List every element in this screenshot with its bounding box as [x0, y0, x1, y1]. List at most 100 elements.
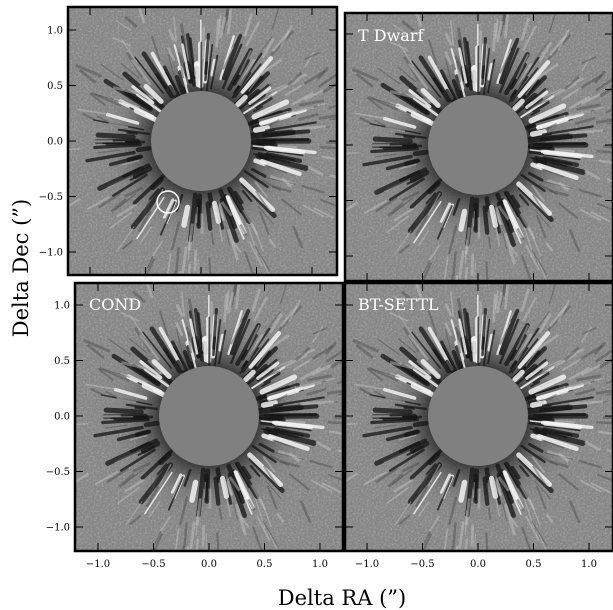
dark-speckle	[206, 43, 214, 92]
faint-streak	[189, 49, 194, 72]
faint-streak	[456, 60, 462, 83]
dark-speckle	[193, 308, 204, 362]
bright-speckle	[536, 112, 584, 129]
faint-streak	[326, 389, 343, 396]
faint-streak	[121, 159, 140, 166]
faint-streak	[472, 211, 476, 227]
faint-streak	[102, 368, 131, 378]
bright-speckle	[189, 479, 199, 503]
faint-streak	[576, 374, 602, 382]
faint-streak	[319, 145, 337, 150]
faint-streak	[94, 470, 119, 486]
faint-streak	[183, 522, 188, 548]
faint-streak	[523, 226, 535, 258]
bright-speckle	[528, 374, 567, 395]
faint-streak	[252, 223, 264, 252]
faint-streak	[548, 283, 557, 305]
faint-streak	[187, 235, 191, 260]
bright-speckle	[512, 369, 525, 383]
dark-speckle	[231, 72, 252, 99]
bright-speckle	[529, 129, 547, 137]
dark-speckle	[113, 415, 149, 421]
faint-streak	[531, 455, 546, 474]
faint-streak	[563, 110, 591, 118]
faint-streak	[175, 303, 184, 317]
faint-streak	[224, 489, 232, 517]
bright-speckle	[162, 198, 175, 219]
faint-streak	[422, 533, 432, 551]
faint-streak	[201, 26, 206, 60]
dark-speckle	[100, 394, 153, 406]
faint-streak	[145, 283, 154, 299]
faint-streak	[568, 95, 591, 110]
panel-frame	[343, 281, 613, 553]
bright-speckle	[253, 158, 267, 167]
faint-streak	[304, 51, 315, 68]
faint-streak	[137, 7, 146, 24]
faint-streak	[208, 257, 212, 275]
dark-speckle	[388, 177, 425, 201]
faint-streak	[167, 54, 175, 75]
dark-speckle	[508, 347, 529, 374]
dark-speckle	[103, 407, 144, 415]
faint-streak	[259, 254, 270, 275]
dark-speckle	[272, 396, 325, 407]
faint-streak	[548, 305, 568, 328]
faint-streak	[557, 299, 571, 323]
faint-streak	[535, 485, 547, 510]
faint-streak	[271, 7, 280, 30]
bright-speckle	[412, 368, 439, 388]
faint-streak	[248, 73, 262, 92]
faint-streak	[529, 227, 541, 256]
x-tick-label: −0.5	[410, 559, 434, 570]
faint-streak	[366, 367, 383, 382]
faint-streak	[493, 489, 501, 517]
dark-speckle	[399, 75, 442, 114]
dark-speckle	[183, 468, 192, 487]
faint-streak	[78, 68, 97, 85]
faint-streak	[262, 358, 280, 373]
faint-streak	[387, 472, 404, 488]
faint-streak	[262, 103, 280, 114]
faint-streak	[535, 62, 560, 80]
faint-streak	[394, 501, 412, 526]
faint-streak	[580, 92, 602, 105]
dark-speckle	[482, 476, 490, 506]
bright-speckle	[136, 196, 165, 240]
faint-streak	[116, 396, 137, 404]
dark-speckle	[483, 318, 491, 367]
faint-streak	[193, 249, 198, 272]
dark-speckle	[241, 465, 252, 480]
dark-speckle	[156, 463, 168, 476]
faint-streak	[516, 498, 525, 511]
faint-streak	[534, 209, 551, 229]
faint-streak	[97, 367, 114, 382]
faint-streak	[106, 467, 129, 484]
dark-speckle	[134, 406, 146, 410]
faint-streak	[593, 130, 608, 134]
faint-streak	[269, 174, 295, 186]
faint-streak	[186, 38, 192, 65]
bright-speckle	[517, 60, 551, 98]
faint-streak	[135, 92, 149, 101]
faint-streak	[306, 387, 327, 396]
faint-streak	[68, 197, 82, 208]
faint-streak	[345, 151, 358, 155]
dark-speckle	[409, 178, 442, 209]
faint-streak	[153, 530, 162, 545]
faint-streak	[501, 13, 507, 26]
faint-streak	[401, 290, 415, 303]
dark-speckle	[142, 331, 173, 369]
dark-speckle	[541, 396, 594, 407]
faint-streak	[221, 53, 233, 70]
dark-speckle	[171, 340, 189, 373]
dark-speckle	[374, 170, 421, 195]
faint-streak	[138, 334, 160, 361]
dark-speckle	[425, 192, 437, 205]
dark-speckle	[119, 448, 156, 472]
faint-streak	[568, 366, 591, 381]
faint-streak	[258, 110, 289, 123]
faint-streak	[228, 476, 241, 492]
faint-streak	[401, 461, 421, 473]
